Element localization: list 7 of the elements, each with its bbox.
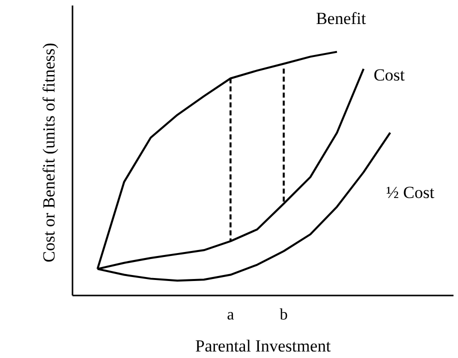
- x-axis-title: Parental Investment: [195, 336, 332, 356]
- series-label: Benefit: [316, 8, 366, 28]
- series-label: ½ Cost: [386, 183, 435, 202]
- x-tick-label: b: [280, 306, 288, 324]
- series-label: Cost: [374, 65, 406, 84]
- x-tick-label: a: [226, 306, 234, 324]
- y-axis-title: Cost or Benefit (units of fitness): [40, 42, 58, 262]
